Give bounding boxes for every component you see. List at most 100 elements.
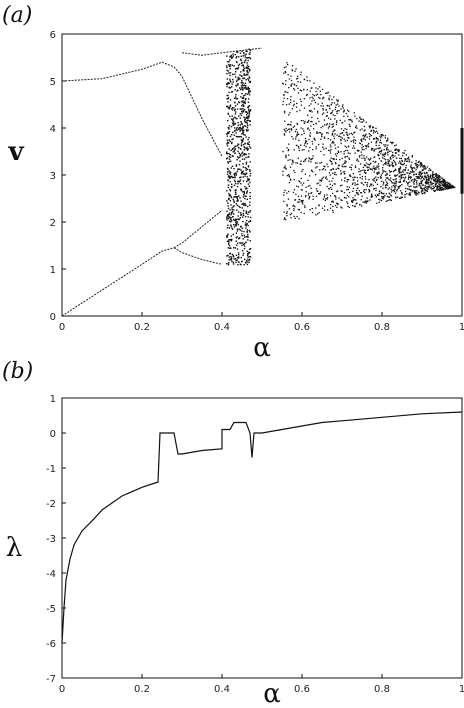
chaos-point <box>403 164 405 166</box>
chaos-point <box>368 133 370 135</box>
chaos-point <box>297 208 300 211</box>
chaos-point <box>377 147 379 150</box>
lyapunov-line <box>61 411 463 644</box>
chaos-point <box>359 155 361 157</box>
chaos-point <box>439 181 442 183</box>
chaos-point <box>241 128 243 130</box>
chaos-point <box>229 239 231 241</box>
chaos-point <box>437 174 439 176</box>
chaos-point <box>331 161 333 163</box>
chaos-point <box>306 76 308 78</box>
chaos-point <box>384 158 387 161</box>
chaos-point <box>421 163 423 165</box>
chaos-point <box>337 100 339 103</box>
chaos-point <box>332 177 334 179</box>
chaos-point <box>329 207 332 209</box>
chaos-point <box>430 184 432 186</box>
chaos-point <box>347 134 349 136</box>
chaos-point <box>305 191 307 193</box>
chaos-point <box>364 202 366 204</box>
chaos-point <box>344 128 346 130</box>
chaos-point <box>369 126 371 128</box>
chaos-point <box>387 161 389 163</box>
chaos-point <box>233 179 236 182</box>
chaos-point <box>244 188 247 190</box>
chaos-point <box>334 195 336 197</box>
chaos-point <box>237 215 239 217</box>
chaos-point <box>242 64 244 66</box>
chaos-point <box>234 123 236 126</box>
chaos-point <box>343 192 346 194</box>
chaos-point <box>388 192 390 194</box>
chaos-point <box>306 89 308 91</box>
chaos-point <box>234 224 237 226</box>
y-tick-label: -3 <box>46 534 56 545</box>
chaos-point <box>246 190 248 192</box>
chaos-point <box>351 200 353 203</box>
chaos-point <box>235 196 238 198</box>
chaos-point <box>230 149 232 152</box>
chaos-point <box>228 148 230 150</box>
chaos-point <box>331 111 333 114</box>
chaos-point <box>236 103 239 105</box>
chaos-point <box>235 165 238 167</box>
chaos-point <box>378 168 380 170</box>
chaos-point <box>312 149 314 151</box>
chaos-point <box>388 187 391 189</box>
chaos-point <box>230 221 232 223</box>
chaos-point <box>308 110 311 112</box>
chaos-point <box>232 176 235 179</box>
chaos-point <box>360 139 363 142</box>
chaos-point <box>382 198 384 200</box>
chaos-point <box>240 136 242 138</box>
chaos-point <box>230 125 233 128</box>
chaos-point <box>229 156 232 159</box>
chaos-point <box>299 98 301 100</box>
chaos-point <box>291 83 293 85</box>
chaos-point <box>401 160 403 162</box>
chaos-point <box>370 129 373 132</box>
chaos-point <box>245 117 248 119</box>
chaos-point <box>247 57 249 59</box>
chaos-point <box>315 188 318 190</box>
chaos-point <box>245 85 247 87</box>
chaos-point <box>446 181 448 183</box>
chaos-point <box>435 180 437 182</box>
chaos-point <box>232 138 234 140</box>
chaos-point <box>300 104 303 106</box>
chaos-point <box>321 134 323 136</box>
chaos-point <box>406 193 408 195</box>
chaos-point <box>326 132 328 134</box>
chaos-point <box>293 178 295 181</box>
chaos-point <box>444 183 446 185</box>
chaos-point <box>375 160 377 163</box>
chaos-point <box>392 184 395 187</box>
chaos-point <box>248 141 250 143</box>
y-axis-label-b: λ <box>6 533 22 563</box>
chaos-point <box>322 125 324 128</box>
chaos-point <box>288 87 290 89</box>
chaos-point <box>407 157 409 160</box>
chaos-point <box>309 195 311 198</box>
chaos-point <box>310 125 312 127</box>
chaos-point <box>400 162 402 164</box>
chaos-point <box>382 154 384 157</box>
chaos-point <box>435 181 437 183</box>
chaos-point <box>348 123 351 126</box>
chaos-point <box>302 128 304 130</box>
chaos-point <box>359 204 361 206</box>
chaos-point <box>374 194 376 196</box>
chaos-point <box>313 95 315 97</box>
chaos-point <box>348 157 350 159</box>
chaos-point <box>240 189 243 192</box>
chaos-point <box>421 189 424 192</box>
chaos-point <box>237 64 240 67</box>
chaos-point <box>348 133 351 135</box>
chaos-point <box>241 249 244 252</box>
chaos-point <box>347 152 349 154</box>
chaos-point <box>383 155 386 157</box>
chaos-point <box>443 187 445 190</box>
chaos-point <box>249 56 251 59</box>
chaos-point <box>238 63 241 66</box>
chaos-point <box>341 157 343 160</box>
